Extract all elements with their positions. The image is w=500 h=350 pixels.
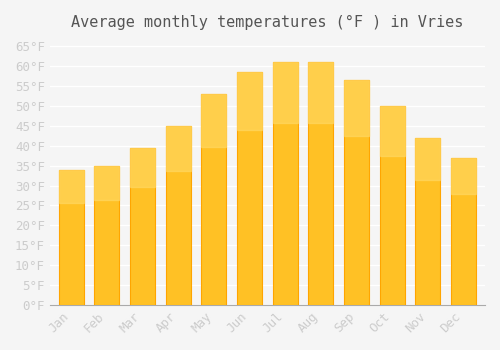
Bar (380, 106, 404, 305)
Bar (380, 106, 404, 156)
Bar (202, 94, 226, 305)
Bar (344, 80, 369, 305)
Title: Average monthly temperatures (°F ) in Vries: Average monthly temperatures (°F ) in Vr… (71, 15, 464, 30)
Bar (416, 138, 440, 180)
Bar (416, 138, 440, 305)
Bar (308, 62, 334, 305)
Bar (166, 126, 190, 170)
Bar (273, 62, 297, 123)
Bar (59, 170, 84, 305)
Bar (237, 72, 262, 305)
Bar (94, 166, 120, 201)
Bar (59, 170, 84, 203)
Bar (308, 62, 334, 123)
Bar (451, 158, 476, 305)
Bar (130, 148, 155, 305)
Bar (94, 166, 120, 305)
Bar (344, 80, 369, 136)
Bar (166, 126, 190, 305)
Bar (451, 158, 476, 195)
Bar (237, 72, 262, 130)
Bar (202, 94, 226, 147)
Bar (130, 148, 155, 187)
Bar (273, 62, 297, 305)
